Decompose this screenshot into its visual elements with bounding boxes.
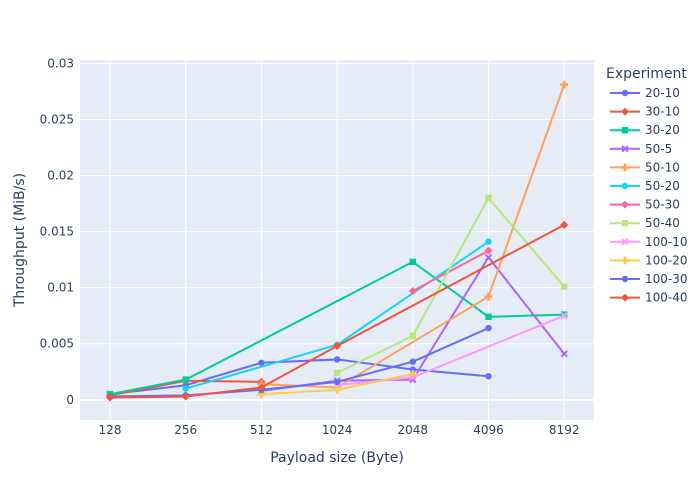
legend-label: 100-10 <box>645 235 688 249</box>
legend-label: 30-20 <box>645 123 680 137</box>
data-point <box>484 246 493 255</box>
legend-label: 50-40 <box>645 216 680 230</box>
legend-marker <box>621 163 629 172</box>
y-tick-label: 0.005 <box>40 337 74 351</box>
x-axis: 128 256 512 1024 2048 4096 8192 <box>99 423 580 437</box>
series-layer <box>106 80 569 402</box>
x-tick-label: 2048 <box>398 423 429 437</box>
data-point <box>485 238 492 245</box>
series-line <box>109 358 489 396</box>
legend-marker <box>621 200 629 209</box>
legend-item[interactable]: 100-30 <box>610 272 688 286</box>
legend-marker <box>621 275 629 283</box>
data-point <box>333 385 342 394</box>
data-point <box>181 392 190 401</box>
series-50-40 <box>333 194 568 377</box>
legend-marker <box>621 293 629 302</box>
legend-item[interactable]: 100-10 <box>610 235 688 249</box>
x-axis-title: Payload size (Byte) <box>270 450 404 466</box>
legend-label: 50-30 <box>645 198 680 212</box>
data-point <box>409 332 416 340</box>
x-tick-label: 128 <box>99 423 122 437</box>
series-50-30 <box>408 246 493 296</box>
legend-label: 100-20 <box>645 253 688 267</box>
legend-item[interactable]: 100-20 <box>610 253 688 267</box>
data-point <box>560 312 568 320</box>
x-tick-label: 4096 <box>473 423 504 437</box>
legend-label: 20-10 <box>645 86 680 100</box>
data-point <box>408 287 417 296</box>
y-tick-label: 0.015 <box>40 225 74 239</box>
grid <box>80 60 594 420</box>
data-point <box>484 292 493 301</box>
y-tick-label: 0.01 <box>47 281 74 295</box>
series-line <box>412 249 489 292</box>
y-tick-label: 0.03 <box>47 56 74 70</box>
series-line <box>336 196 565 374</box>
data-point <box>258 359 265 367</box>
y-tick-label: 0.02 <box>47 169 74 183</box>
y-tick-label: 0 <box>66 393 74 407</box>
data-point <box>560 220 569 229</box>
series-100-20 <box>257 370 417 399</box>
legend-marker <box>621 238 629 246</box>
legend-marker <box>621 145 629 153</box>
data-point <box>409 258 416 266</box>
data-point <box>333 378 341 386</box>
data-point <box>485 324 492 332</box>
x-tick-label: 256 <box>174 423 197 437</box>
data-point <box>106 393 114 402</box>
data-point <box>333 369 341 377</box>
legend-marker <box>621 182 629 190</box>
legend-item[interactable]: 50-10 <box>610 160 680 174</box>
legend-item[interactable]: 100-40 <box>610 291 688 305</box>
data-point <box>182 385 189 392</box>
data-point <box>257 383 266 392</box>
legend-item[interactable]: 50-5 <box>610 142 672 156</box>
x-tick-label: 512 <box>250 423 273 437</box>
legend-marker <box>621 107 629 116</box>
legend-marker <box>621 220 629 227</box>
legend-label: 100-30 <box>645 272 688 286</box>
legend-item[interactable]: 30-10 <box>610 105 680 119</box>
legend-label: 100-40 <box>645 291 688 305</box>
data-point <box>182 376 189 383</box>
legend-label: 50-10 <box>645 160 680 174</box>
data-point <box>485 194 492 202</box>
legend-label: 50-20 <box>645 179 680 193</box>
legend-label: 50-5 <box>645 142 672 156</box>
data-point <box>333 356 341 363</box>
legend-label: 30-10 <box>645 105 680 119</box>
legend-item[interactable]: 50-40 <box>610 216 680 230</box>
legend-title: Experiment <box>606 66 687 82</box>
legend-item[interactable]: 50-20 <box>610 179 680 193</box>
data-point <box>485 373 492 380</box>
legend-marker <box>621 256 629 265</box>
series-line <box>109 327 489 398</box>
legend-item[interactable]: 50-30 <box>610 198 680 212</box>
y-axis-title: Throughput (MiB/s) <box>12 173 28 308</box>
legend-marker <box>621 127 629 134</box>
series-100-40 <box>106 220 569 402</box>
legend-item[interactable]: 20-10 <box>610 86 680 100</box>
data-point <box>484 253 493 261</box>
data-point <box>333 341 342 350</box>
data-point <box>485 313 492 321</box>
data-point <box>257 390 266 399</box>
x-tick-label: 8192 <box>549 423 580 437</box>
data-point <box>409 358 416 365</box>
legend: Experiment 20-10 30-10 30-20 50-5 50-10 50-20… <box>606 66 688 305</box>
legend-marker <box>621 89 629 97</box>
data-point <box>408 370 417 379</box>
data-point <box>409 366 416 373</box>
x-tick-label: 1024 <box>322 423 353 437</box>
y-tick-label: 0.025 <box>40 112 74 126</box>
data-point <box>561 283 568 290</box>
legend-item[interactable]: 30-20 <box>610 123 680 137</box>
data-point <box>560 350 568 358</box>
data-point <box>560 80 569 89</box>
y-axis: 0 0.005 0.01 0.015 0.02 0.025 0.03 <box>40 56 74 406</box>
